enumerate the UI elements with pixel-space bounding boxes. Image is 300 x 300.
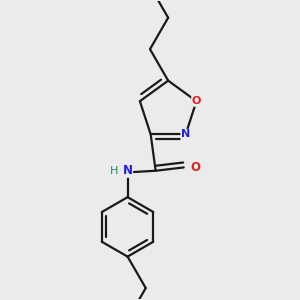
Text: N: N <box>123 164 133 177</box>
Text: O: O <box>190 161 200 174</box>
Text: N: N <box>181 129 190 140</box>
Text: H: H <box>110 166 118 176</box>
Text: O: O <box>192 96 201 106</box>
